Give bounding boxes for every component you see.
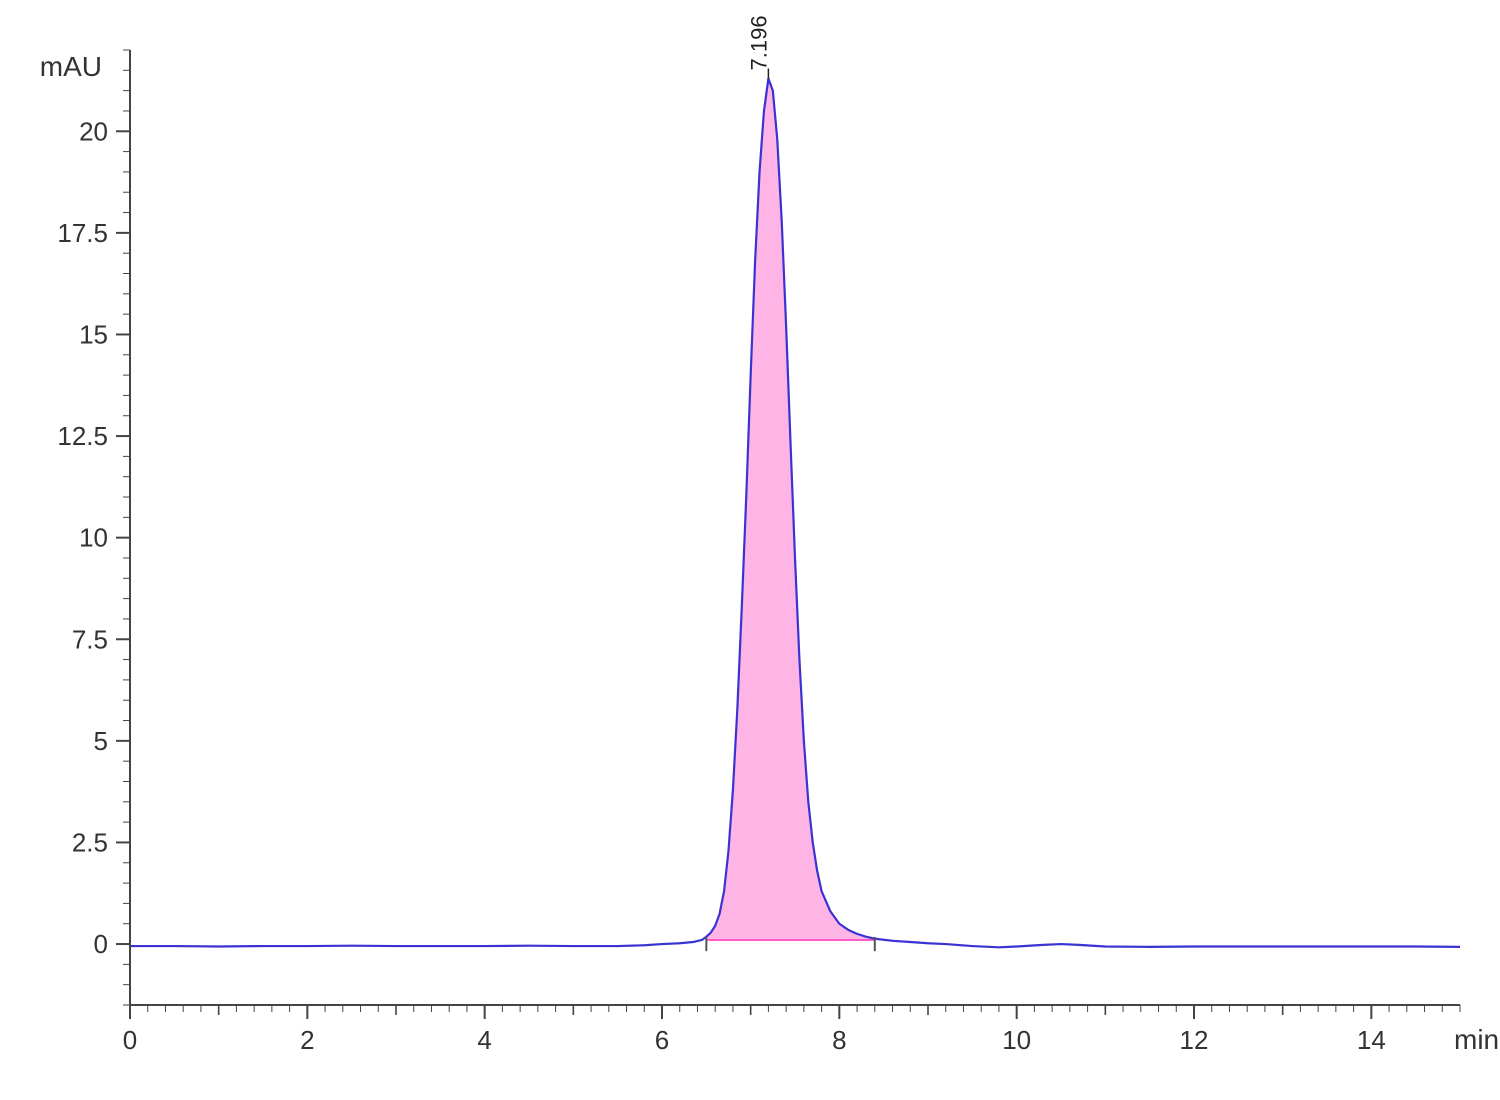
x-tick-label: 4 (477, 1025, 491, 1055)
x-axis-label: min (1454, 1024, 1499, 1055)
x-tick-label: 6 (655, 1025, 669, 1055)
peak-retention-label: 7.196 (747, 15, 772, 70)
y-tick-label: 17.5 (57, 218, 108, 248)
y-tick-label: 5 (94, 726, 108, 756)
y-tick-label: 7.5 (72, 624, 108, 654)
x-tick-label: 2 (300, 1025, 314, 1055)
y-tick-label: 15 (79, 319, 108, 349)
chart-canvas: 0 2 4 6 8 10 12 14 min 0 2.5 5 7.5 10 12.5 15 17.5 20 mAU 7… (0, 0, 1500, 1100)
x-tick-label: 14 (1357, 1025, 1386, 1055)
y-tick-label: 12.5 (57, 421, 108, 451)
y-tick-label: 0 (94, 929, 108, 959)
y-tick-label: 2.5 (72, 827, 108, 857)
x-tick-label: 12 (1180, 1025, 1209, 1055)
y-axis-label: mAU (40, 51, 102, 82)
y-tick-label: 10 (79, 523, 108, 553)
y-tick-label: 20 (79, 116, 108, 146)
x-tick-label: 8 (832, 1025, 846, 1055)
x-tick-label: 10 (1002, 1025, 1031, 1055)
x-tick-label: 0 (123, 1025, 137, 1055)
chromatogram-chart: 0 2 4 6 8 10 12 14 min 0 2.5 5 7.5 10 12.5 15 17.5 20 mAU 7… (0, 0, 1500, 1100)
